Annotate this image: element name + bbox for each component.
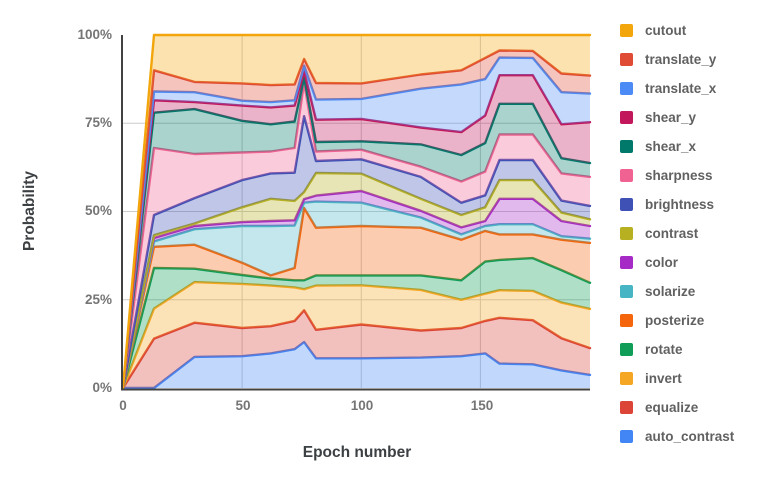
legend-item-invert[interactable]: invert bbox=[620, 372, 734, 385]
area-color[interactable] bbox=[123, 191, 590, 388]
area-posterize[interactable] bbox=[123, 208, 590, 388]
area-auto_contrast[interactable] bbox=[123, 342, 590, 388]
area-rotate[interactable] bbox=[123, 258, 590, 388]
legend-item-shear-y[interactable]: shear_y bbox=[620, 111, 734, 124]
line-brightness[interactable] bbox=[121, 114, 592, 390]
area-cutout[interactable] bbox=[123, 35, 590, 388]
legend-label: translate_y bbox=[645, 52, 717, 67]
line-sharpness[interactable] bbox=[121, 81, 592, 390]
area-invert[interactable] bbox=[123, 282, 590, 388]
legend-swatch-shear-y bbox=[620, 111, 633, 124]
area-contrast[interactable] bbox=[123, 173, 590, 388]
legend-swatch-translate-x bbox=[620, 82, 633, 95]
line-contrast[interactable] bbox=[121, 171, 592, 390]
legend-swatch-translate-y bbox=[620, 53, 633, 66]
line-solarize[interactable] bbox=[121, 200, 592, 390]
legend-item-shear-x[interactable]: shear_x bbox=[620, 140, 734, 153]
x-tick-150: 150 bbox=[470, 398, 494, 413]
legend-item-contrast[interactable]: contrast bbox=[620, 227, 734, 240]
legend-swatch-sharpness bbox=[620, 169, 633, 182]
legend-label: brightness bbox=[645, 197, 715, 212]
legend-label: contrast bbox=[645, 226, 699, 241]
legend-swatch-brightness bbox=[620, 198, 633, 211]
legend-item-color[interactable]: color bbox=[620, 256, 734, 269]
area-shear_x[interactable] bbox=[123, 77, 590, 389]
line-auto_contrast[interactable] bbox=[121, 340, 592, 390]
legend-label: shear_y bbox=[645, 110, 697, 125]
line-invert[interactable] bbox=[121, 280, 592, 390]
legend-item-translate-x[interactable]: translate_x bbox=[620, 82, 734, 95]
legend-item-solarize[interactable]: solarize bbox=[620, 285, 734, 298]
legend-label: cutout bbox=[645, 23, 687, 38]
legend-swatch-solarize bbox=[620, 285, 633, 298]
area-translate_y[interactable] bbox=[123, 50, 590, 389]
legend-label: color bbox=[645, 255, 679, 270]
legend-item-auto-contrast[interactable]: auto_contrast bbox=[620, 430, 734, 443]
line-equalize[interactable] bbox=[121, 309, 592, 390]
y-tick-100: 100% bbox=[77, 27, 112, 42]
legend-item-translate-y[interactable]: translate_y bbox=[620, 53, 734, 66]
legend-swatch-color bbox=[620, 256, 633, 269]
legend-item-brightness[interactable]: brightness bbox=[620, 198, 734, 211]
y-tick-75: 75% bbox=[84, 115, 112, 130]
line-translate_x[interactable] bbox=[121, 56, 592, 390]
area-brightness[interactable] bbox=[123, 116, 590, 388]
legend-label: shear_x bbox=[645, 139, 697, 154]
line-shear_y[interactable] bbox=[121, 69, 592, 390]
legend-swatch-invert bbox=[620, 372, 633, 385]
legend-label: sharpness bbox=[645, 168, 713, 183]
legend-label: auto_contrast bbox=[645, 429, 735, 444]
area-shear_y[interactable] bbox=[123, 71, 590, 388]
legend-swatch-rotate bbox=[620, 343, 633, 356]
area-equalize[interactable] bbox=[123, 310, 590, 388]
line-posterize[interactable] bbox=[121, 206, 592, 390]
legend-label: equalize bbox=[645, 400, 699, 415]
legend-swatch-equalize bbox=[620, 401, 633, 414]
x-axis-title: Epoch number bbox=[302, 444, 412, 461]
x-tick-50: 50 bbox=[235, 398, 251, 413]
legend-item-rotate[interactable]: rotate bbox=[620, 343, 734, 356]
x-tick-0: 0 bbox=[119, 398, 127, 413]
legend-label: posterize bbox=[645, 313, 705, 328]
area-translate_x[interactable] bbox=[123, 57, 590, 388]
legend-item-cutout[interactable]: cutout bbox=[620, 24, 734, 37]
y-tick-25: 25% bbox=[84, 292, 112, 307]
line-rotate[interactable] bbox=[121, 256, 592, 390]
legend-item-posterize[interactable]: posterize bbox=[620, 314, 734, 327]
y-tick-0: 0% bbox=[92, 380, 112, 395]
legend-item-equalize[interactable]: equalize bbox=[620, 401, 734, 414]
area-sharpness[interactable] bbox=[123, 82, 590, 388]
line-color[interactable] bbox=[121, 189, 592, 390]
legend-swatch-shear-x bbox=[620, 140, 633, 153]
area-solarize[interactable] bbox=[123, 201, 590, 388]
x-tick-100: 100 bbox=[350, 398, 374, 413]
y-axis-title: Probability bbox=[21, 170, 38, 252]
y-tick-50: 50% bbox=[84, 203, 112, 218]
line-translate_y[interactable] bbox=[121, 49, 592, 390]
legend-item-sharpness[interactable]: sharpness bbox=[620, 169, 734, 182]
line-cutout[interactable] bbox=[121, 33, 592, 390]
legend-swatch-cutout bbox=[620, 24, 633, 37]
legend-label: translate_x bbox=[645, 81, 717, 96]
legend-swatch-contrast bbox=[620, 227, 633, 240]
line-shear_x[interactable] bbox=[121, 76, 592, 390]
legend: cutout translate_y translate_x shear_y s… bbox=[620, 24, 734, 459]
legend-label: invert bbox=[645, 371, 682, 386]
legend-swatch-auto-contrast bbox=[620, 430, 633, 443]
legend-swatch-posterize bbox=[620, 314, 633, 327]
legend-label: solarize bbox=[645, 284, 696, 299]
legend-label: rotate bbox=[645, 342, 683, 357]
